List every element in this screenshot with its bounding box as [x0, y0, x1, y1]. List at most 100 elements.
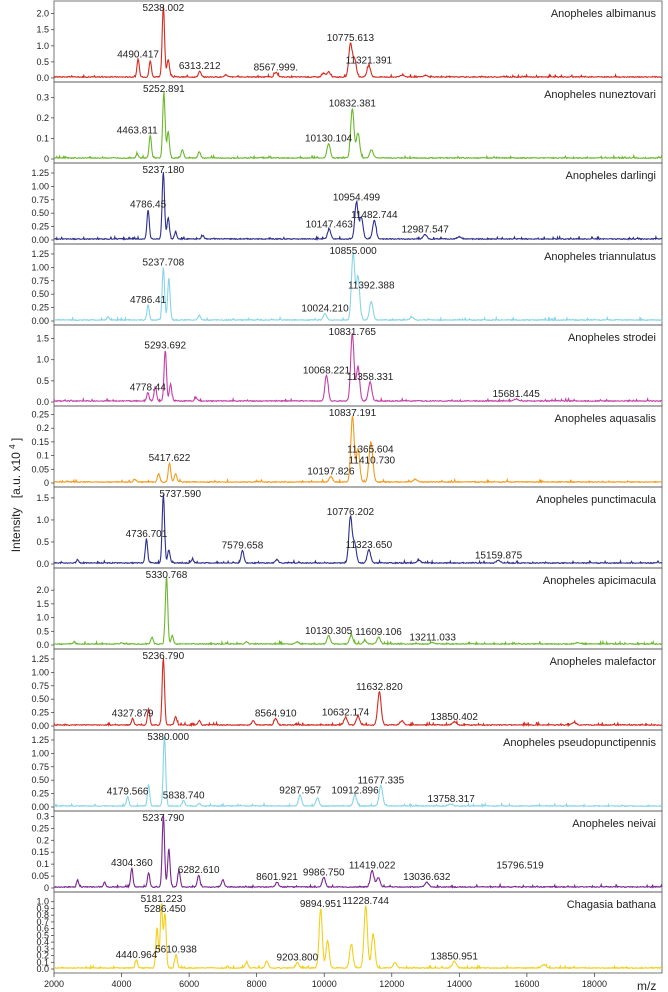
- spectrum-panel-4: 0.00 0.25 0.50 0.75 1.00 1.25 Anopheles triann…: [31, 243, 663, 326]
- y-tick-label: 2.0: [36, 585, 49, 595]
- y-tick-label: 1.25: [31, 735, 49, 745]
- x-tick-label: 10000: [312, 979, 337, 989]
- peak-label: 5286.450: [144, 904, 186, 915]
- y-tick-label: 1.25: [31, 654, 49, 664]
- y-tick-label: 2.0: [36, 9, 49, 19]
- x-tick-label: 6000: [179, 979, 199, 989]
- peak-label: 4786.41: [130, 295, 167, 306]
- y-tick-label: 0.6: [36, 924, 49, 934]
- peak-label: 10832.381: [329, 99, 377, 110]
- y-tick-label: 1.00: [31, 262, 49, 272]
- peak-label: 13036.632: [403, 872, 451, 883]
- peak-label: 9986.750: [303, 867, 345, 878]
- peak-label: 11677.335: [358, 776, 405, 787]
- spectrum-panel-8: 0.0 0.5 1.0 1.5 2.0 Anopheles apicimacula 5330…: [36, 567, 663, 650]
- peak-label: 13211.033: [409, 633, 456, 644]
- x-tick-label: 12000: [379, 979, 404, 989]
- peak-label: 5293.692: [144, 340, 186, 351]
- y-tick-label: 0.05: [31, 871, 49, 881]
- peak-label: 11419.022: [349, 860, 396, 871]
- y-tick-label: 0.3: [36, 811, 49, 821]
- peak-label: 4778.44: [130, 383, 167, 394]
- y-tick-label: 0.75: [31, 762, 49, 772]
- y-tick-label: 0.00: [31, 802, 49, 812]
- y-tick-label: 0: [44, 478, 49, 488]
- peak-label: 4327.879: [112, 709, 154, 720]
- y-tick-label: 0: [44, 154, 49, 164]
- spectrum-line: [53, 172, 663, 242]
- peak-label: 5237.708: [143, 257, 185, 268]
- spectrum-line: [53, 92, 663, 160]
- peak-label: 10130.104: [305, 134, 353, 145]
- spectrum-panel-11: 0 0.05 0.1 0.15 0.2 0.25 0.3 Anopheles neivai 52…: [31, 810, 663, 893]
- peak-label: 11365.604: [347, 445, 394, 456]
- x-axis: 2000 4000 6000 8000 10000 12000 14000 16000 1800…: [44, 973, 607, 989]
- y-axis-title: Intensity [a.u. x10 4 ]: [8, 438, 23, 553]
- peak-label: 10024.210: [301, 304, 349, 315]
- y-tick-label: 1.00: [31, 667, 49, 677]
- peak-label: 4440.964: [116, 950, 158, 961]
- peak-label: 11358.331: [347, 372, 394, 383]
- peak-label: 10197.826: [307, 467, 355, 478]
- spectrum-panel-5: 0.0 0.5 1.0 1.5 Anopheles strodei 5293.692 477…: [36, 324, 663, 407]
- y-tick-label: 0.25: [31, 823, 49, 833]
- y-tick-label: 0.0: [36, 397, 49, 407]
- panel-frame: [53, 891, 663, 974]
- peak-label: 10912.896: [331, 785, 379, 796]
- y-tick-label: 0.3: [36, 944, 49, 954]
- x-tick-label: 14000: [447, 979, 472, 989]
- peak-label: 5610.938: [155, 945, 197, 956]
- y-tick-label: 0.8: [36, 910, 49, 920]
- y-tick-label: 1.0: [36, 613, 49, 623]
- y-tick-label: 1.5: [36, 334, 49, 344]
- peak-label: 5237.790: [143, 813, 185, 824]
- spectrum-panel-6: 0 0.05 0.1 0.15 0.2 0.25 Anopheles aquasalis 54…: [31, 405, 663, 488]
- peak-label: 11321.391: [346, 56, 393, 67]
- y-tick-label: 1.0: [36, 355, 49, 365]
- y-tick-label: 1.5: [36, 25, 49, 35]
- peak-label: 11632.820: [356, 682, 403, 693]
- peak-label: 8601.921: [256, 872, 298, 883]
- y-tick-label: 1.0: [36, 515, 49, 525]
- spectrum-line: [53, 250, 663, 323]
- peak-label: 4490.417: [117, 49, 159, 60]
- spectrum-panel-2: 0 0.1 0.2 0.3 Anopheles nuneztovari 5252.891 4…: [36, 81, 663, 164]
- peak-label: 15796.519: [496, 860, 544, 871]
- y-tick-label: 0.7: [36, 917, 49, 927]
- species-label: Anopheles strodei: [568, 332, 656, 344]
- y-tick-label: 0.3: [36, 92, 49, 102]
- y-tick-label: 0.0: [36, 73, 49, 83]
- peak-label: 6282.610: [178, 865, 220, 876]
- peak-label: 5252.891: [143, 84, 185, 95]
- peak-label: 11482.744: [351, 210, 398, 221]
- peak-label: 11609.106: [355, 627, 402, 638]
- y-axis-title-exponent: 4: [8, 444, 17, 449]
- species-label: Chagasia bathana: [567, 899, 657, 911]
- peak-label: 4304.360: [111, 858, 153, 869]
- peak-label: 11410.730: [349, 456, 396, 467]
- peak-label: 13850.402: [431, 712, 479, 723]
- spectrum-panel-9: 0.00 0.25 0.50 0.75 1.00 1.25 Anopheles malefa…: [31, 648, 663, 731]
- x-tick-label: 4000: [112, 979, 132, 989]
- species-label: Anopheles pseudopunctipennis: [503, 737, 656, 749]
- peak-label: 5380.000: [147, 732, 189, 743]
- peak-label: 10855.000: [329, 246, 377, 257]
- peak-label: 6313.212: [179, 61, 221, 72]
- spectrum-line: [53, 6, 663, 79]
- peak-label: 5838.740: [163, 791, 205, 802]
- peak-label: 10954.499: [333, 193, 381, 204]
- peak-label: 15159.875: [475, 550, 523, 561]
- peak-label: 10147.463: [306, 219, 354, 230]
- y-tick-label: 1.00: [31, 748, 49, 758]
- x-axis-title: m/z: [637, 979, 656, 992]
- y-axis-title-main: Intensity: [9, 508, 23, 553]
- peak-label: 9203.800: [276, 953, 318, 964]
- peak-label: 5737.590: [159, 489, 201, 500]
- spectrum-panel-3: 0.00 0.25 0.50 0.75 1.00 1.25 Anopheles darlin…: [31, 162, 663, 245]
- y-tick-label: 0.9: [36, 903, 49, 913]
- peak-label: 4463.811: [117, 125, 158, 136]
- x-tick-label: 16000: [514, 979, 539, 989]
- peak-label: 5330.768: [146, 570, 188, 581]
- y-tick-label: 0.5: [36, 537, 49, 547]
- y-tick-label: 0.1: [36, 859, 49, 869]
